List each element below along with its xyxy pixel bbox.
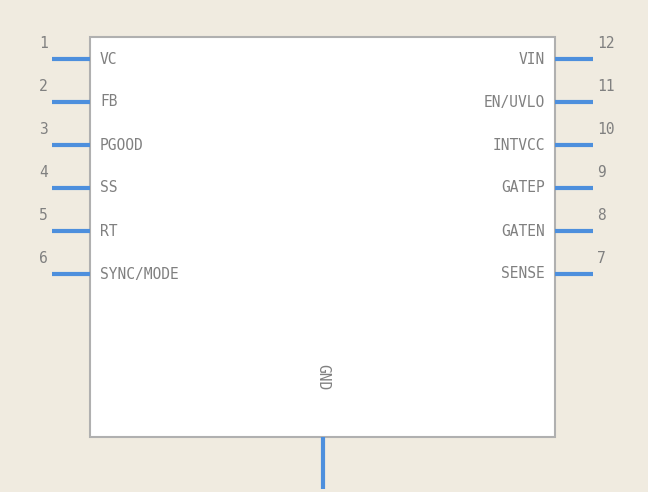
- Text: 7: 7: [597, 251, 606, 266]
- Text: SENSE: SENSE: [502, 267, 545, 281]
- Text: 3: 3: [40, 122, 48, 137]
- Text: FB: FB: [100, 94, 117, 110]
- Text: GATEP: GATEP: [502, 181, 545, 195]
- Text: VC: VC: [100, 52, 117, 66]
- Text: EN/UVLO: EN/UVLO: [484, 94, 545, 110]
- Text: 11: 11: [597, 79, 614, 94]
- Text: 12: 12: [597, 36, 614, 51]
- Text: 4: 4: [40, 165, 48, 180]
- Text: 9: 9: [597, 165, 606, 180]
- Text: GATEN: GATEN: [502, 223, 545, 239]
- Text: 8: 8: [597, 208, 606, 223]
- Text: SYNC/MODE: SYNC/MODE: [100, 267, 179, 281]
- Text: 1: 1: [40, 36, 48, 51]
- Text: 5: 5: [40, 208, 48, 223]
- Text: RT: RT: [100, 223, 117, 239]
- Bar: [90, 37, 555, 437]
- Text: GND: GND: [315, 364, 330, 390]
- Text: PGOOD: PGOOD: [100, 137, 144, 153]
- Text: 10: 10: [597, 122, 614, 137]
- Text: SS: SS: [100, 181, 117, 195]
- Text: 6: 6: [40, 251, 48, 266]
- Text: 2: 2: [40, 79, 48, 94]
- Text: INTVCC: INTVCC: [492, 137, 545, 153]
- Text: VIN: VIN: [519, 52, 545, 66]
